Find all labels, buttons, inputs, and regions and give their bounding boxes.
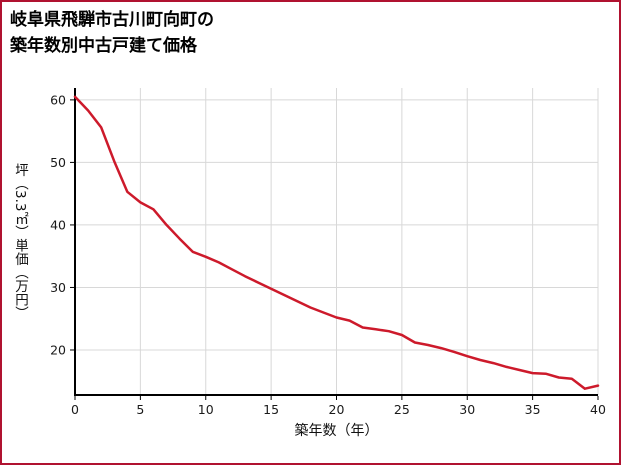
x-tick-label: 40 bbox=[590, 402, 606, 417]
y-tick-label: 50 bbox=[50, 155, 66, 170]
x-tick-label: 25 bbox=[394, 402, 410, 417]
x-axis-title: 築年数（年） bbox=[294, 423, 379, 439]
price-line bbox=[73, 95, 600, 390]
x-tick-label: 0 bbox=[71, 402, 79, 417]
chart-title-line1: 岐阜県飛騨市古川町向町の bbox=[10, 10, 214, 30]
y-tick-label: 30 bbox=[50, 280, 66, 295]
chart-title-line2: 築年数別中古戸建て価格 bbox=[10, 35, 197, 56]
x-tick-label: 30 bbox=[459, 402, 475, 417]
x-tick-label: 10 bbox=[198, 402, 214, 417]
y-axis-title: 坪（3.3㎡）単価（万円） bbox=[12, 163, 28, 320]
y-tick-label: 60 bbox=[50, 92, 66, 107]
x-tick-label: 5 bbox=[136, 402, 144, 417]
y-tick-label: 40 bbox=[50, 217, 66, 232]
x-tick-label: 15 bbox=[263, 402, 279, 417]
chart-title: 岐阜県飛騨市古川町向町の 築年数別中古戸建て価格 bbox=[10, 8, 214, 59]
x-tick-label: 35 bbox=[525, 402, 541, 417]
x-tick-label: 20 bbox=[329, 402, 345, 417]
y-tick-label: 20 bbox=[50, 342, 66, 357]
